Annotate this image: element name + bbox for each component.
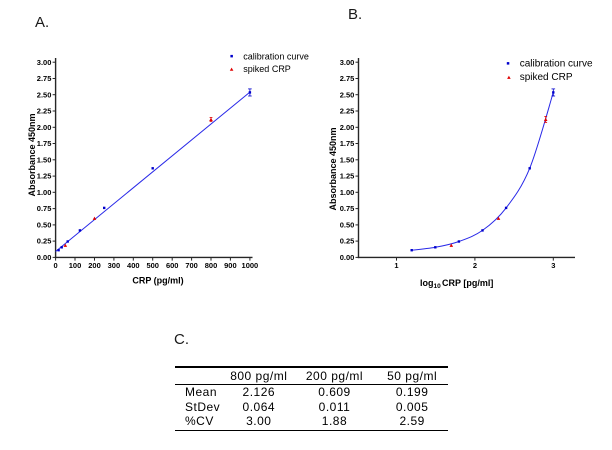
svg-text:1.00: 1.00 bbox=[340, 188, 355, 197]
svg-text:spiked CRP: spiked CRP bbox=[243, 64, 291, 74]
svg-text:0.00: 0.00 bbox=[340, 253, 355, 262]
svg-text:100: 100 bbox=[69, 261, 82, 270]
svg-text:2.25: 2.25 bbox=[340, 107, 355, 116]
svg-text:0.00: 0.00 bbox=[37, 253, 52, 262]
svg-text:calibration curve: calibration curve bbox=[243, 51, 309, 61]
svg-text:2.50: 2.50 bbox=[340, 90, 355, 99]
svg-text:2.00: 2.00 bbox=[340, 123, 355, 132]
svg-text:0.25: 0.25 bbox=[340, 237, 355, 246]
svg-text:CRP [pg/ml]: CRP [pg/ml] bbox=[442, 278, 493, 288]
svg-text:1.00: 1.00 bbox=[37, 188, 52, 197]
svg-text:200: 200 bbox=[88, 261, 101, 270]
svg-text:1.25: 1.25 bbox=[340, 172, 355, 181]
svg-text:400: 400 bbox=[127, 261, 140, 270]
svg-text:1.25: 1.25 bbox=[37, 172, 52, 181]
svg-text:0.50: 0.50 bbox=[340, 221, 355, 230]
svg-text:0.50: 0.50 bbox=[37, 221, 52, 230]
svg-text:1.75: 1.75 bbox=[37, 139, 52, 148]
svg-text:800: 800 bbox=[205, 261, 218, 270]
svg-text:3: 3 bbox=[551, 261, 555, 270]
svg-text:2.50: 2.50 bbox=[37, 90, 52, 99]
svg-text:0.75: 0.75 bbox=[340, 204, 355, 213]
svg-text:2.75: 2.75 bbox=[37, 74, 52, 83]
svg-text:calibration curve: calibration curve bbox=[520, 59, 593, 70]
svg-text:900: 900 bbox=[224, 261, 237, 270]
svg-text:600: 600 bbox=[166, 261, 179, 270]
svg-text:1: 1 bbox=[394, 261, 398, 270]
svg-text:1.50: 1.50 bbox=[37, 155, 52, 164]
svg-text:2.75: 2.75 bbox=[340, 74, 355, 83]
svg-text:Absorbance 450nm: Absorbance 450nm bbox=[328, 127, 338, 210]
svg-text:2.00: 2.00 bbox=[37, 123, 52, 132]
svg-text:10: 10 bbox=[434, 283, 442, 290]
svg-text:2.25: 2.25 bbox=[37, 107, 52, 116]
svg-text:log: log bbox=[420, 278, 434, 288]
svg-text:0: 0 bbox=[54, 261, 58, 270]
svg-text:1.75: 1.75 bbox=[340, 139, 355, 148]
svg-text:700: 700 bbox=[185, 261, 198, 270]
svg-text:2: 2 bbox=[473, 261, 477, 270]
svg-text:Absorbance 450nm: Absorbance 450nm bbox=[27, 113, 37, 196]
svg-text:0.25: 0.25 bbox=[37, 237, 52, 246]
svg-text:0.75: 0.75 bbox=[37, 204, 52, 213]
svg-text:1.50: 1.50 bbox=[340, 155, 355, 164]
svg-text:spiked CRP: spiked CRP bbox=[520, 72, 573, 83]
svg-text:CRP (pg/ml): CRP (pg/ml) bbox=[132, 276, 183, 286]
svg-text:300: 300 bbox=[108, 261, 121, 270]
svg-text:1000: 1000 bbox=[242, 261, 259, 270]
svg-text:3.00: 3.00 bbox=[37, 58, 52, 67]
svg-text:500: 500 bbox=[146, 261, 159, 270]
svg-text:3.00: 3.00 bbox=[340, 58, 355, 67]
